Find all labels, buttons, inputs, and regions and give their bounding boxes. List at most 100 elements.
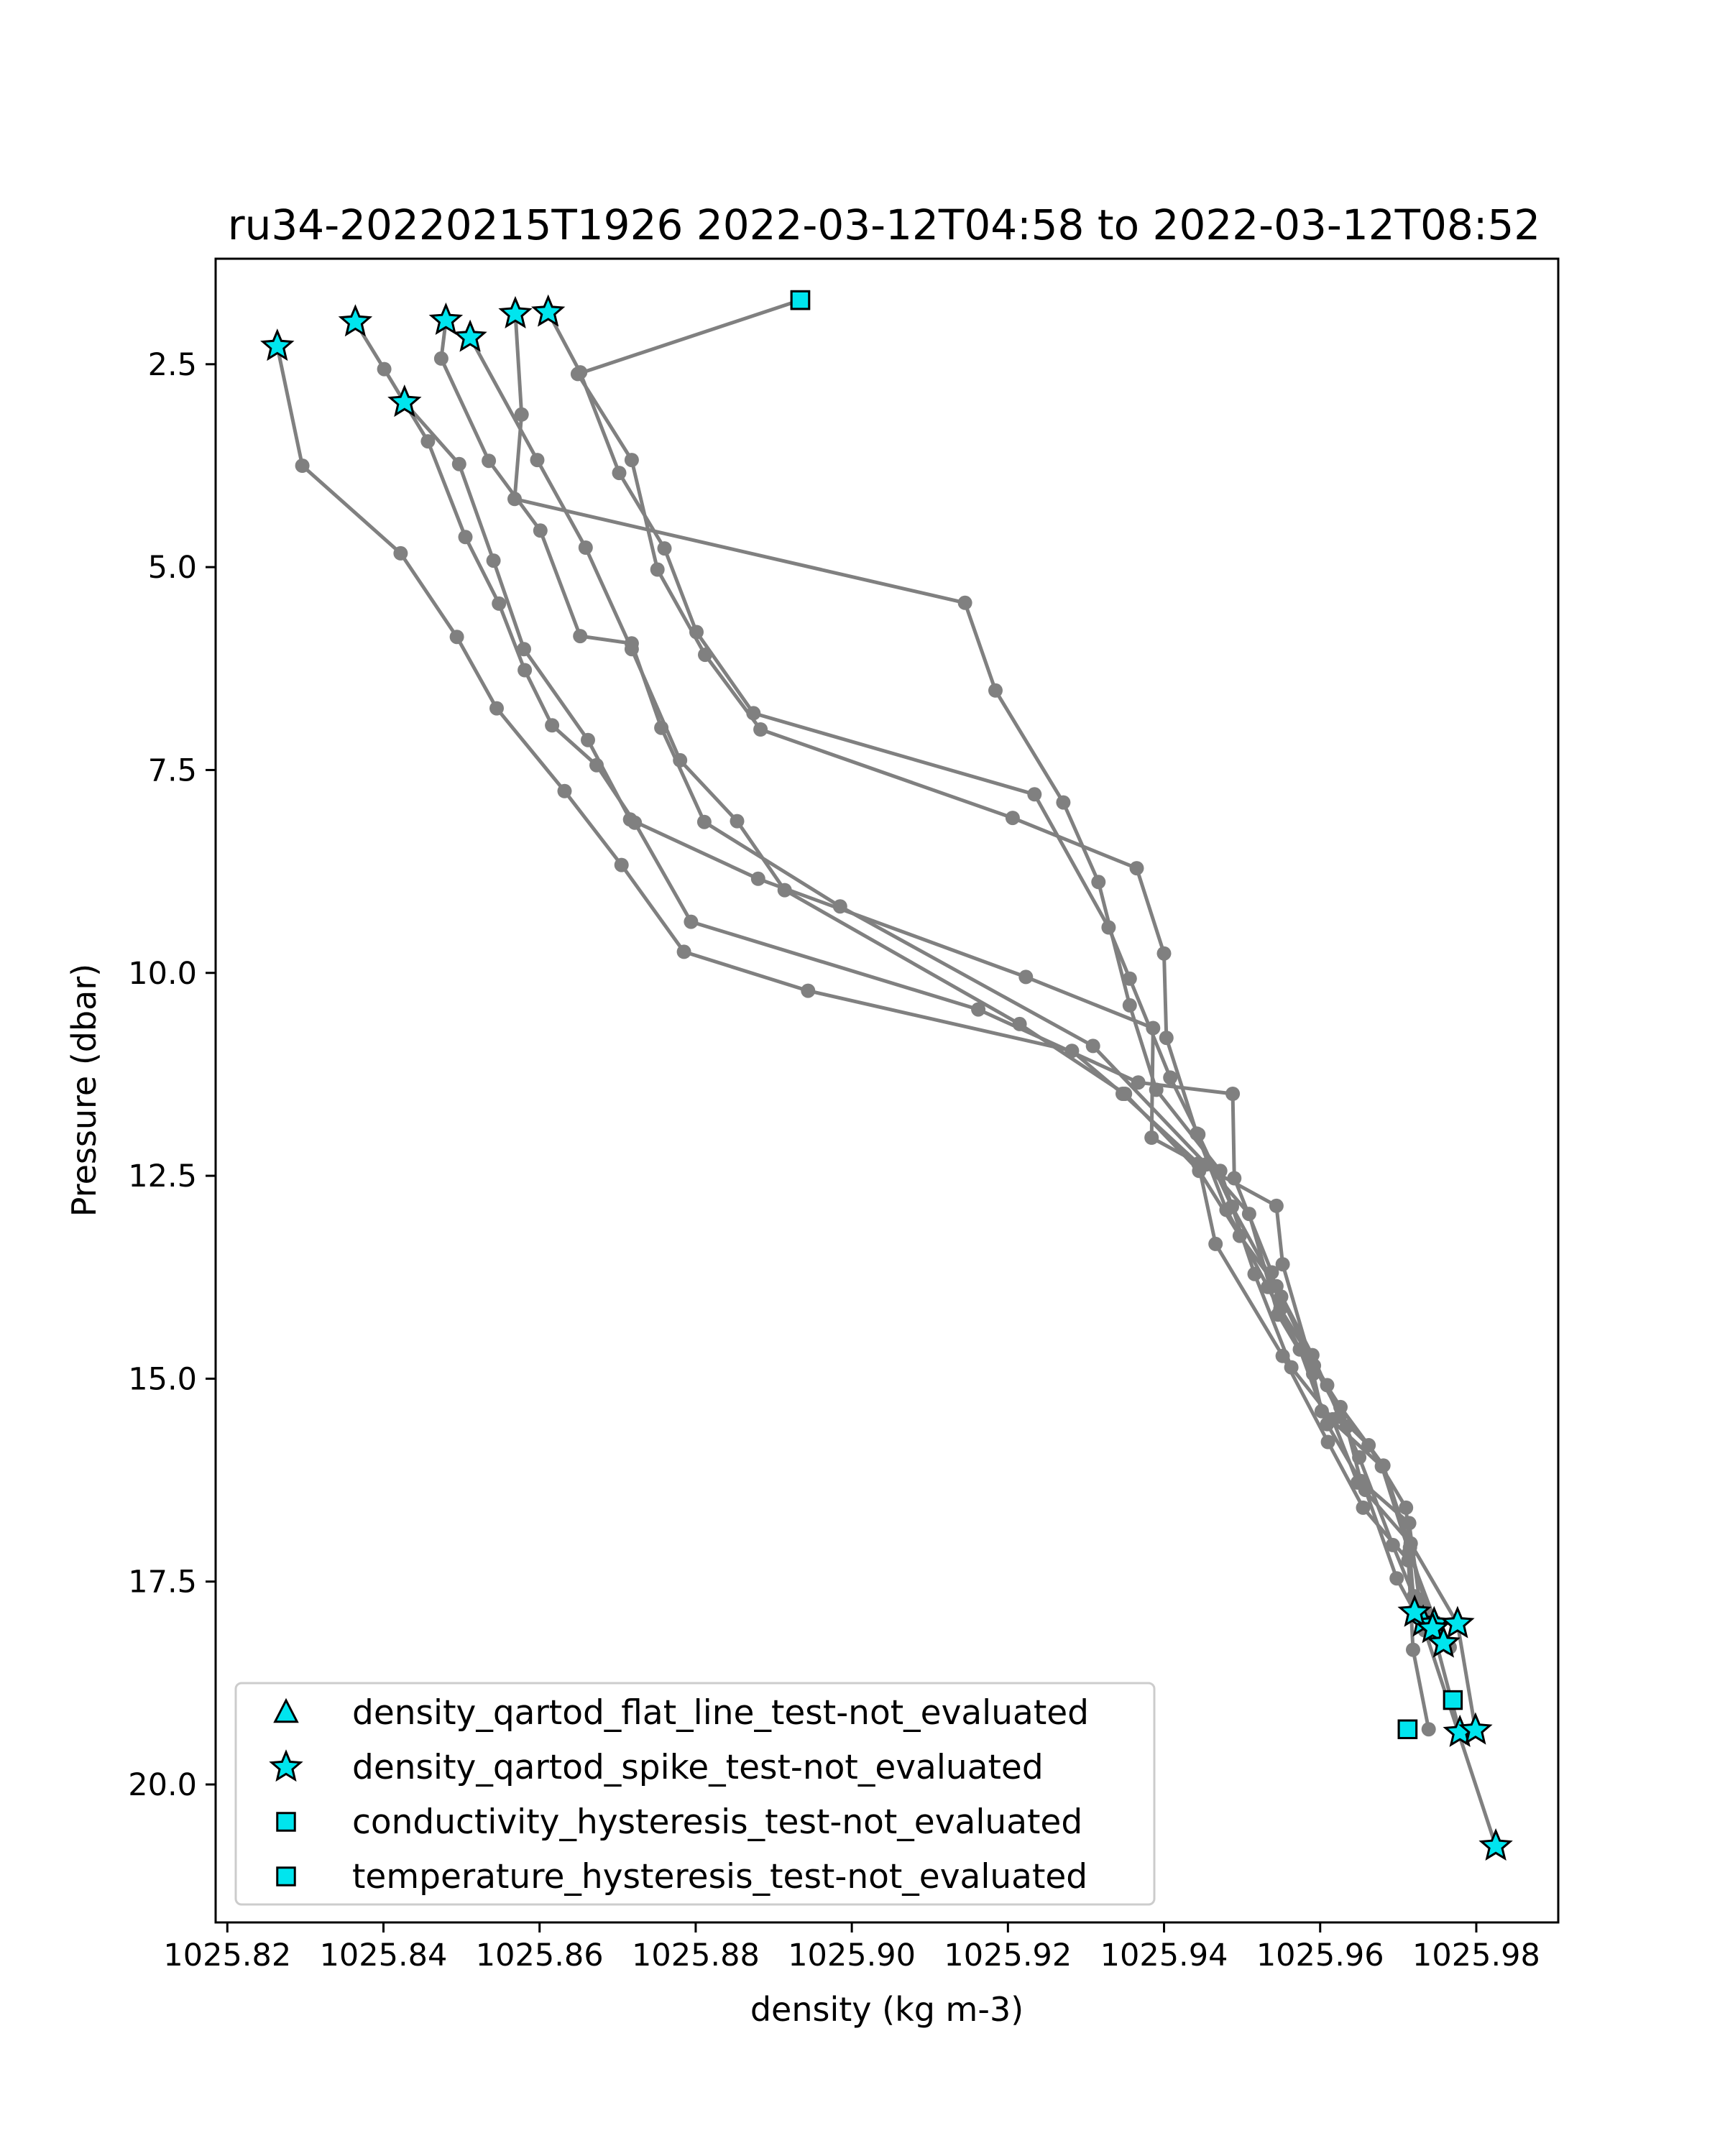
- profile-point: [1274, 1289, 1289, 1304]
- profile-point: [1307, 1358, 1322, 1373]
- profile-point: [518, 663, 533, 678]
- profile-point: [581, 732, 595, 747]
- chart-title: ru34-20220215T1926 2022-03-12T04:58 to 2…: [228, 201, 1540, 249]
- profile-point: [1208, 1236, 1223, 1251]
- profile-point: [1122, 971, 1137, 986]
- profile-point: [545, 718, 560, 733]
- y-axis-label: Pressure (dbar): [65, 964, 104, 1217]
- profile-point: [1399, 1500, 1414, 1515]
- profile-point: [1163, 1070, 1178, 1085]
- legend-label: conductivity_hysteresis_test-not_evaluat…: [352, 1802, 1082, 1842]
- profile-point: [1085, 1038, 1100, 1054]
- flag-marker-star: [338, 304, 373, 337]
- profile-point: [1219, 1202, 1234, 1217]
- legend-entry: temperature_hysteresis_test-not_evaluate…: [276, 1857, 1087, 1897]
- profile-point: [1131, 1075, 1146, 1090]
- legend-entry: conductivity_hysteresis_test-not_evaluat…: [276, 1802, 1082, 1842]
- flag-series-square: [790, 290, 1418, 1739]
- legend-label: density_qartod_spike_test-not_evaluated: [352, 1748, 1044, 1787]
- profile-point: [1005, 811, 1020, 826]
- profile-point: [1144, 1130, 1159, 1145]
- profile-point: [530, 453, 545, 468]
- profile-point: [1192, 1164, 1207, 1179]
- x-tick-label: 1025.84: [320, 1938, 448, 1973]
- flag-marker-star: [1440, 1606, 1475, 1639]
- profile-6: [507, 306, 1483, 1738]
- profile-point: [650, 562, 665, 577]
- y-tick-label: 20.0: [128, 1767, 197, 1803]
- profile-point: [557, 783, 572, 798]
- profile-point: [1421, 1722, 1436, 1737]
- x-tick-label: 1025.88: [632, 1938, 760, 1973]
- profile-point: [832, 899, 847, 914]
- legend-marker-square: [276, 1866, 296, 1886]
- profile-point: [1122, 998, 1137, 1013]
- x-tick-label: 1025.90: [788, 1938, 916, 1973]
- legend-marker-square: [276, 1812, 296, 1832]
- legend-marker-star: [269, 1749, 303, 1782]
- flag-marker-star: [260, 328, 295, 361]
- profile-8: [570, 292, 1504, 1853]
- x-tick-label: 1025.86: [476, 1938, 604, 1973]
- profile-point: [730, 814, 745, 829]
- profile-point: [1389, 1571, 1404, 1586]
- profile-point: [570, 367, 585, 382]
- profile-point: [1241, 1207, 1256, 1222]
- profile-point: [492, 596, 507, 611]
- profile-point: [1156, 946, 1172, 961]
- profile-point: [451, 456, 466, 471]
- x-tick-label: 1025.92: [944, 1938, 1072, 1973]
- profile-point: [777, 883, 792, 898]
- profile-point: [1275, 1257, 1290, 1272]
- axis-ticks: 1025.82 1025.84 1025.86 1025.88 1025.90 1025.…: [128, 347, 1540, 1973]
- profile-point: [1406, 1642, 1420, 1657]
- profile-point: [295, 459, 310, 473]
- flag-marker-star: [1397, 1594, 1432, 1627]
- legend-box: [234, 1682, 1156, 1906]
- profile-point: [622, 812, 638, 827]
- profile-point: [1284, 1360, 1299, 1375]
- profile-point: [614, 857, 629, 872]
- profile-point: [1358, 1483, 1373, 1498]
- profile-point: [1027, 787, 1042, 802]
- profile-point: [696, 814, 712, 829]
- x-axis-label: density (kg m-3): [750, 1990, 1024, 2029]
- profile-point: [624, 453, 639, 468]
- profile-point: [482, 453, 497, 469]
- flag-marker-star: [387, 384, 422, 418]
- y-tick-label: 2.5: [148, 347, 197, 383]
- profile-point: [1402, 1540, 1417, 1555]
- profile-point: [988, 683, 1003, 698]
- legend-label: density_qartod_flat_line_test-not_evalua…: [352, 1693, 1089, 1733]
- profile-point: [1385, 1537, 1400, 1552]
- profile-point: [698, 648, 712, 663]
- flag-marker-star: [428, 302, 464, 335]
- flag-marker-star: [530, 294, 566, 327]
- x-tick-label: 1025.94: [1100, 1938, 1228, 1973]
- profile-point: [1118, 1087, 1133, 1101]
- x-tick-label: 1025.82: [163, 1938, 291, 1973]
- profile-point: [1292, 1342, 1307, 1357]
- flag-marker-star: [498, 295, 533, 328]
- profile-point: [1261, 1279, 1275, 1294]
- profile-point: [1056, 795, 1071, 810]
- x-tick-label: 1025.98: [1412, 1938, 1540, 1973]
- flag-marker-square: [1397, 1719, 1418, 1739]
- legend-label: temperature_hysteresis_test-not_evaluate…: [352, 1857, 1087, 1897]
- y-tick-label: 15.0: [128, 1361, 197, 1397]
- flag-marker-square: [1443, 1690, 1463, 1710]
- profile-point: [957, 595, 972, 610]
- profile-point: [578, 540, 593, 555]
- profile-point: [1320, 1434, 1335, 1450]
- profile-point: [1159, 1031, 1174, 1046]
- y-tick-label: 12.5: [128, 1158, 197, 1194]
- profile-point: [433, 351, 448, 366]
- flag-marker-star: [1415, 1611, 1450, 1644]
- profile-point: [753, 722, 768, 737]
- profile-point: [1225, 1087, 1241, 1101]
- y-tick-label: 10.0: [128, 956, 197, 992]
- profile-point: [489, 701, 504, 716]
- profile-point: [377, 361, 392, 377]
- profile-point: [673, 752, 688, 768]
